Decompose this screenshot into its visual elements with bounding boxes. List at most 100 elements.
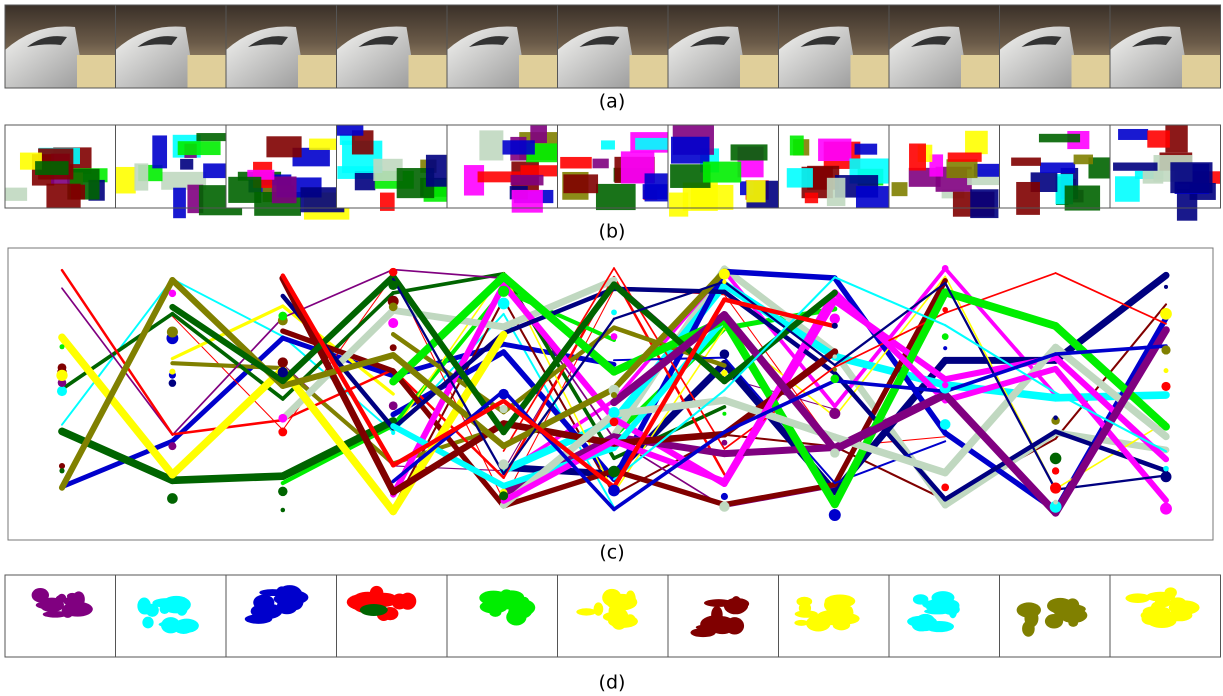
platform: [961, 55, 999, 88]
segment: [46, 184, 80, 208]
segmentation: [226, 125, 349, 220]
object-frame: [558, 575, 669, 657]
object-blob: [609, 604, 622, 618]
segment: [563, 174, 598, 193]
node: [278, 428, 287, 437]
segment: [1039, 134, 1080, 143]
segmentation: [337, 125, 459, 211]
object-blob: [845, 606, 854, 619]
object-blob: [176, 598, 188, 615]
object-blob: [932, 591, 955, 604]
object-blob: [504, 600, 533, 608]
platform: [740, 55, 778, 88]
object-blob: [1125, 593, 1150, 603]
caption: (d): [599, 672, 626, 694]
video-frames: [5, 5, 1221, 88]
node: [388, 318, 398, 328]
segment: [601, 140, 615, 149]
segment: [134, 163, 148, 190]
frame: [226, 5, 337, 88]
segment: [5, 188, 27, 201]
node: [499, 491, 508, 500]
segment: [266, 136, 301, 157]
segment: [948, 153, 982, 162]
node: [498, 389, 509, 400]
node: [1161, 345, 1170, 354]
segment: [228, 177, 261, 203]
segment: [1016, 182, 1040, 215]
node: [943, 346, 947, 350]
node: [608, 407, 619, 418]
segment: [746, 180, 765, 202]
node: [721, 370, 727, 376]
object-blob: [942, 604, 959, 615]
node: [941, 484, 949, 492]
node: [830, 374, 839, 383]
platform: [851, 55, 889, 88]
object-blob: [625, 591, 634, 607]
segment: [560, 157, 592, 169]
object-blob: [142, 617, 153, 629]
object-frame: [889, 575, 1000, 657]
segment: [856, 186, 893, 208]
object-blob: [360, 604, 388, 616]
segmentation: [668, 125, 787, 217]
segment: [1118, 129, 1148, 140]
segment: [178, 141, 221, 155]
node: [278, 312, 287, 321]
node: [1164, 368, 1169, 373]
node: [169, 379, 177, 387]
node: [388, 280, 398, 290]
segment: [180, 159, 193, 170]
node: [389, 268, 397, 276]
node: [1053, 415, 1058, 420]
object-blob: [69, 594, 82, 602]
segment: [173, 188, 186, 219]
segment: [1011, 158, 1041, 166]
segment: [892, 182, 908, 196]
segmentation-frames: [5, 125, 1221, 221]
node: [167, 493, 178, 504]
node: [721, 493, 728, 500]
segmentation: [116, 125, 243, 218]
object-blob: [36, 601, 64, 609]
node: [169, 369, 175, 375]
node: [278, 357, 288, 367]
object-blob: [176, 626, 192, 634]
object-frame: [668, 575, 779, 657]
object-blob: [288, 592, 304, 610]
segment: [272, 176, 297, 203]
object-blob: [1169, 600, 1200, 614]
frame: [889, 5, 1000, 88]
segment: [116, 167, 136, 194]
node: [390, 344, 397, 351]
node: [611, 333, 618, 340]
node: [832, 323, 838, 329]
segmentation: [1000, 125, 1111, 215]
node: [499, 405, 507, 413]
node: [833, 367, 837, 371]
node: [389, 401, 398, 410]
frame: [5, 5, 116, 88]
segment: [479, 130, 503, 160]
object-blob: [139, 604, 154, 614]
segment: [1040, 163, 1075, 174]
segment: [1113, 163, 1157, 171]
caption: (a): [599, 91, 625, 113]
object-blob: [576, 608, 596, 615]
segment: [1170, 162, 1212, 193]
node: [278, 414, 287, 423]
object-blob: [506, 609, 526, 626]
platform: [1182, 55, 1220, 88]
node: [942, 382, 948, 388]
node: [60, 344, 65, 349]
platform: [77, 55, 115, 88]
frame-bg: [889, 575, 1000, 657]
object-blob: [1155, 598, 1171, 608]
node: [940, 419, 951, 430]
object-blob: [160, 605, 170, 614]
node: [608, 485, 620, 497]
object-blob: [1068, 618, 1078, 627]
segment: [152, 135, 167, 168]
segment: [909, 144, 926, 171]
